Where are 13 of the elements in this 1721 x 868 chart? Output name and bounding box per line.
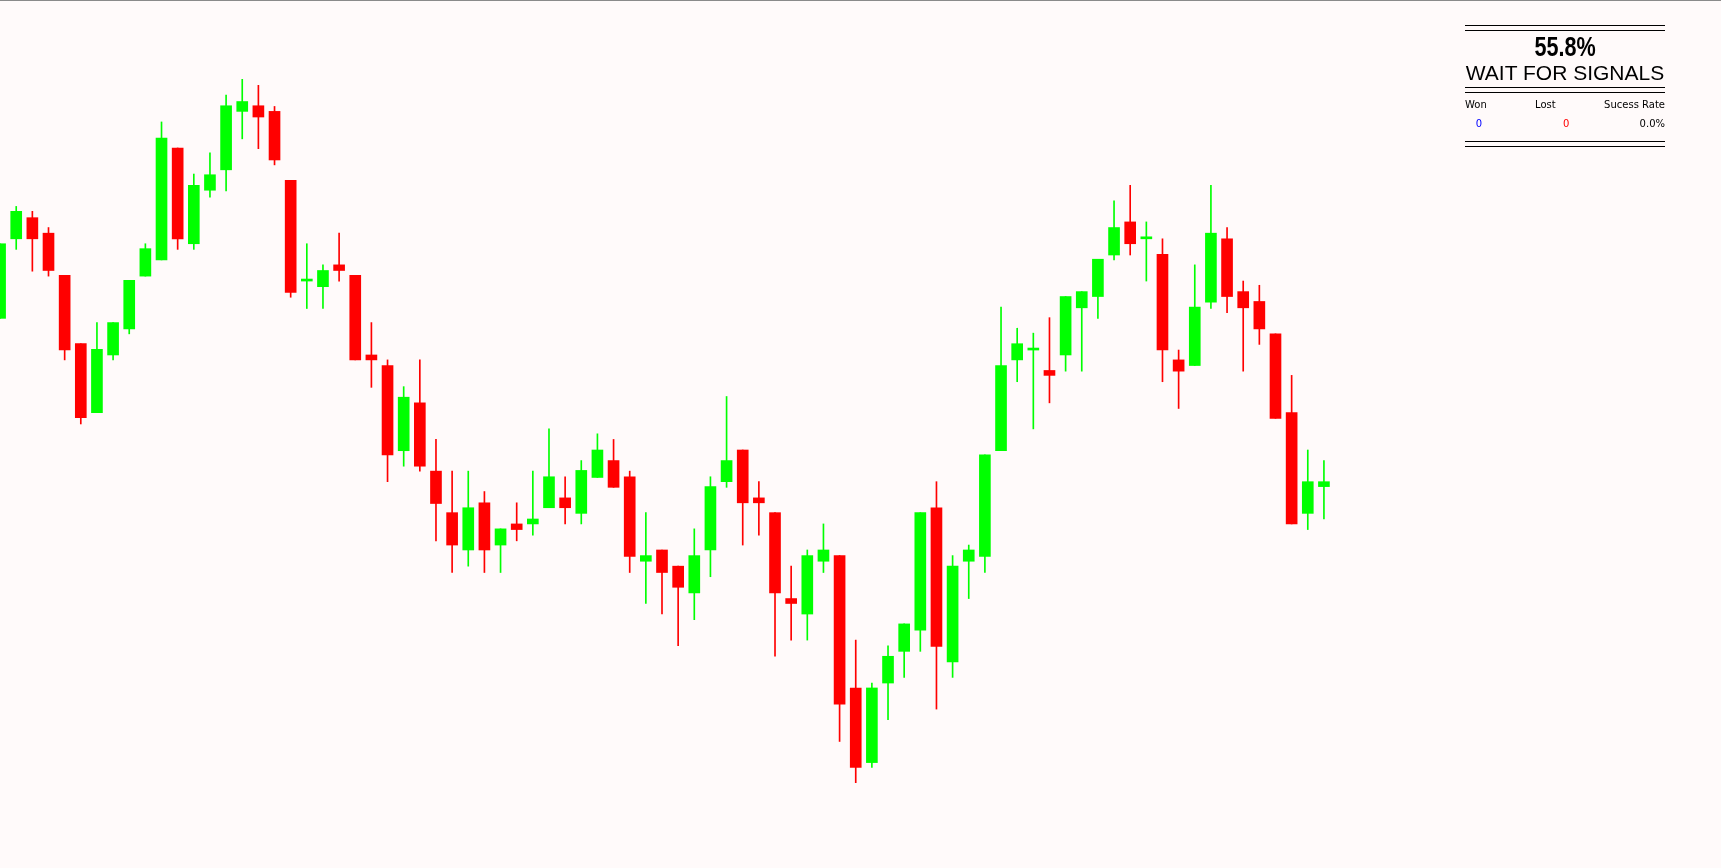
text: 0 <box>1562 118 1571 129</box>
text: 0 <box>1474 118 1484 129</box>
text: WAIT FOR SIGNALS <box>1465 61 1665 85</box>
candlestick <box>640 512 652 604</box>
text: Sucess Rate <box>1604 99 1665 110</box>
candlestick <box>349 275 362 361</box>
text: 55.8% <box>1533 32 1597 62</box>
text: 0.0% <box>1639 118 1665 129</box>
candlestick <box>1318 460 1330 520</box>
text: Lost <box>1535 99 1556 110</box>
text: Won <box>1465 99 1487 110</box>
candlestick <box>204 152 216 198</box>
candlestick <box>785 565 797 641</box>
